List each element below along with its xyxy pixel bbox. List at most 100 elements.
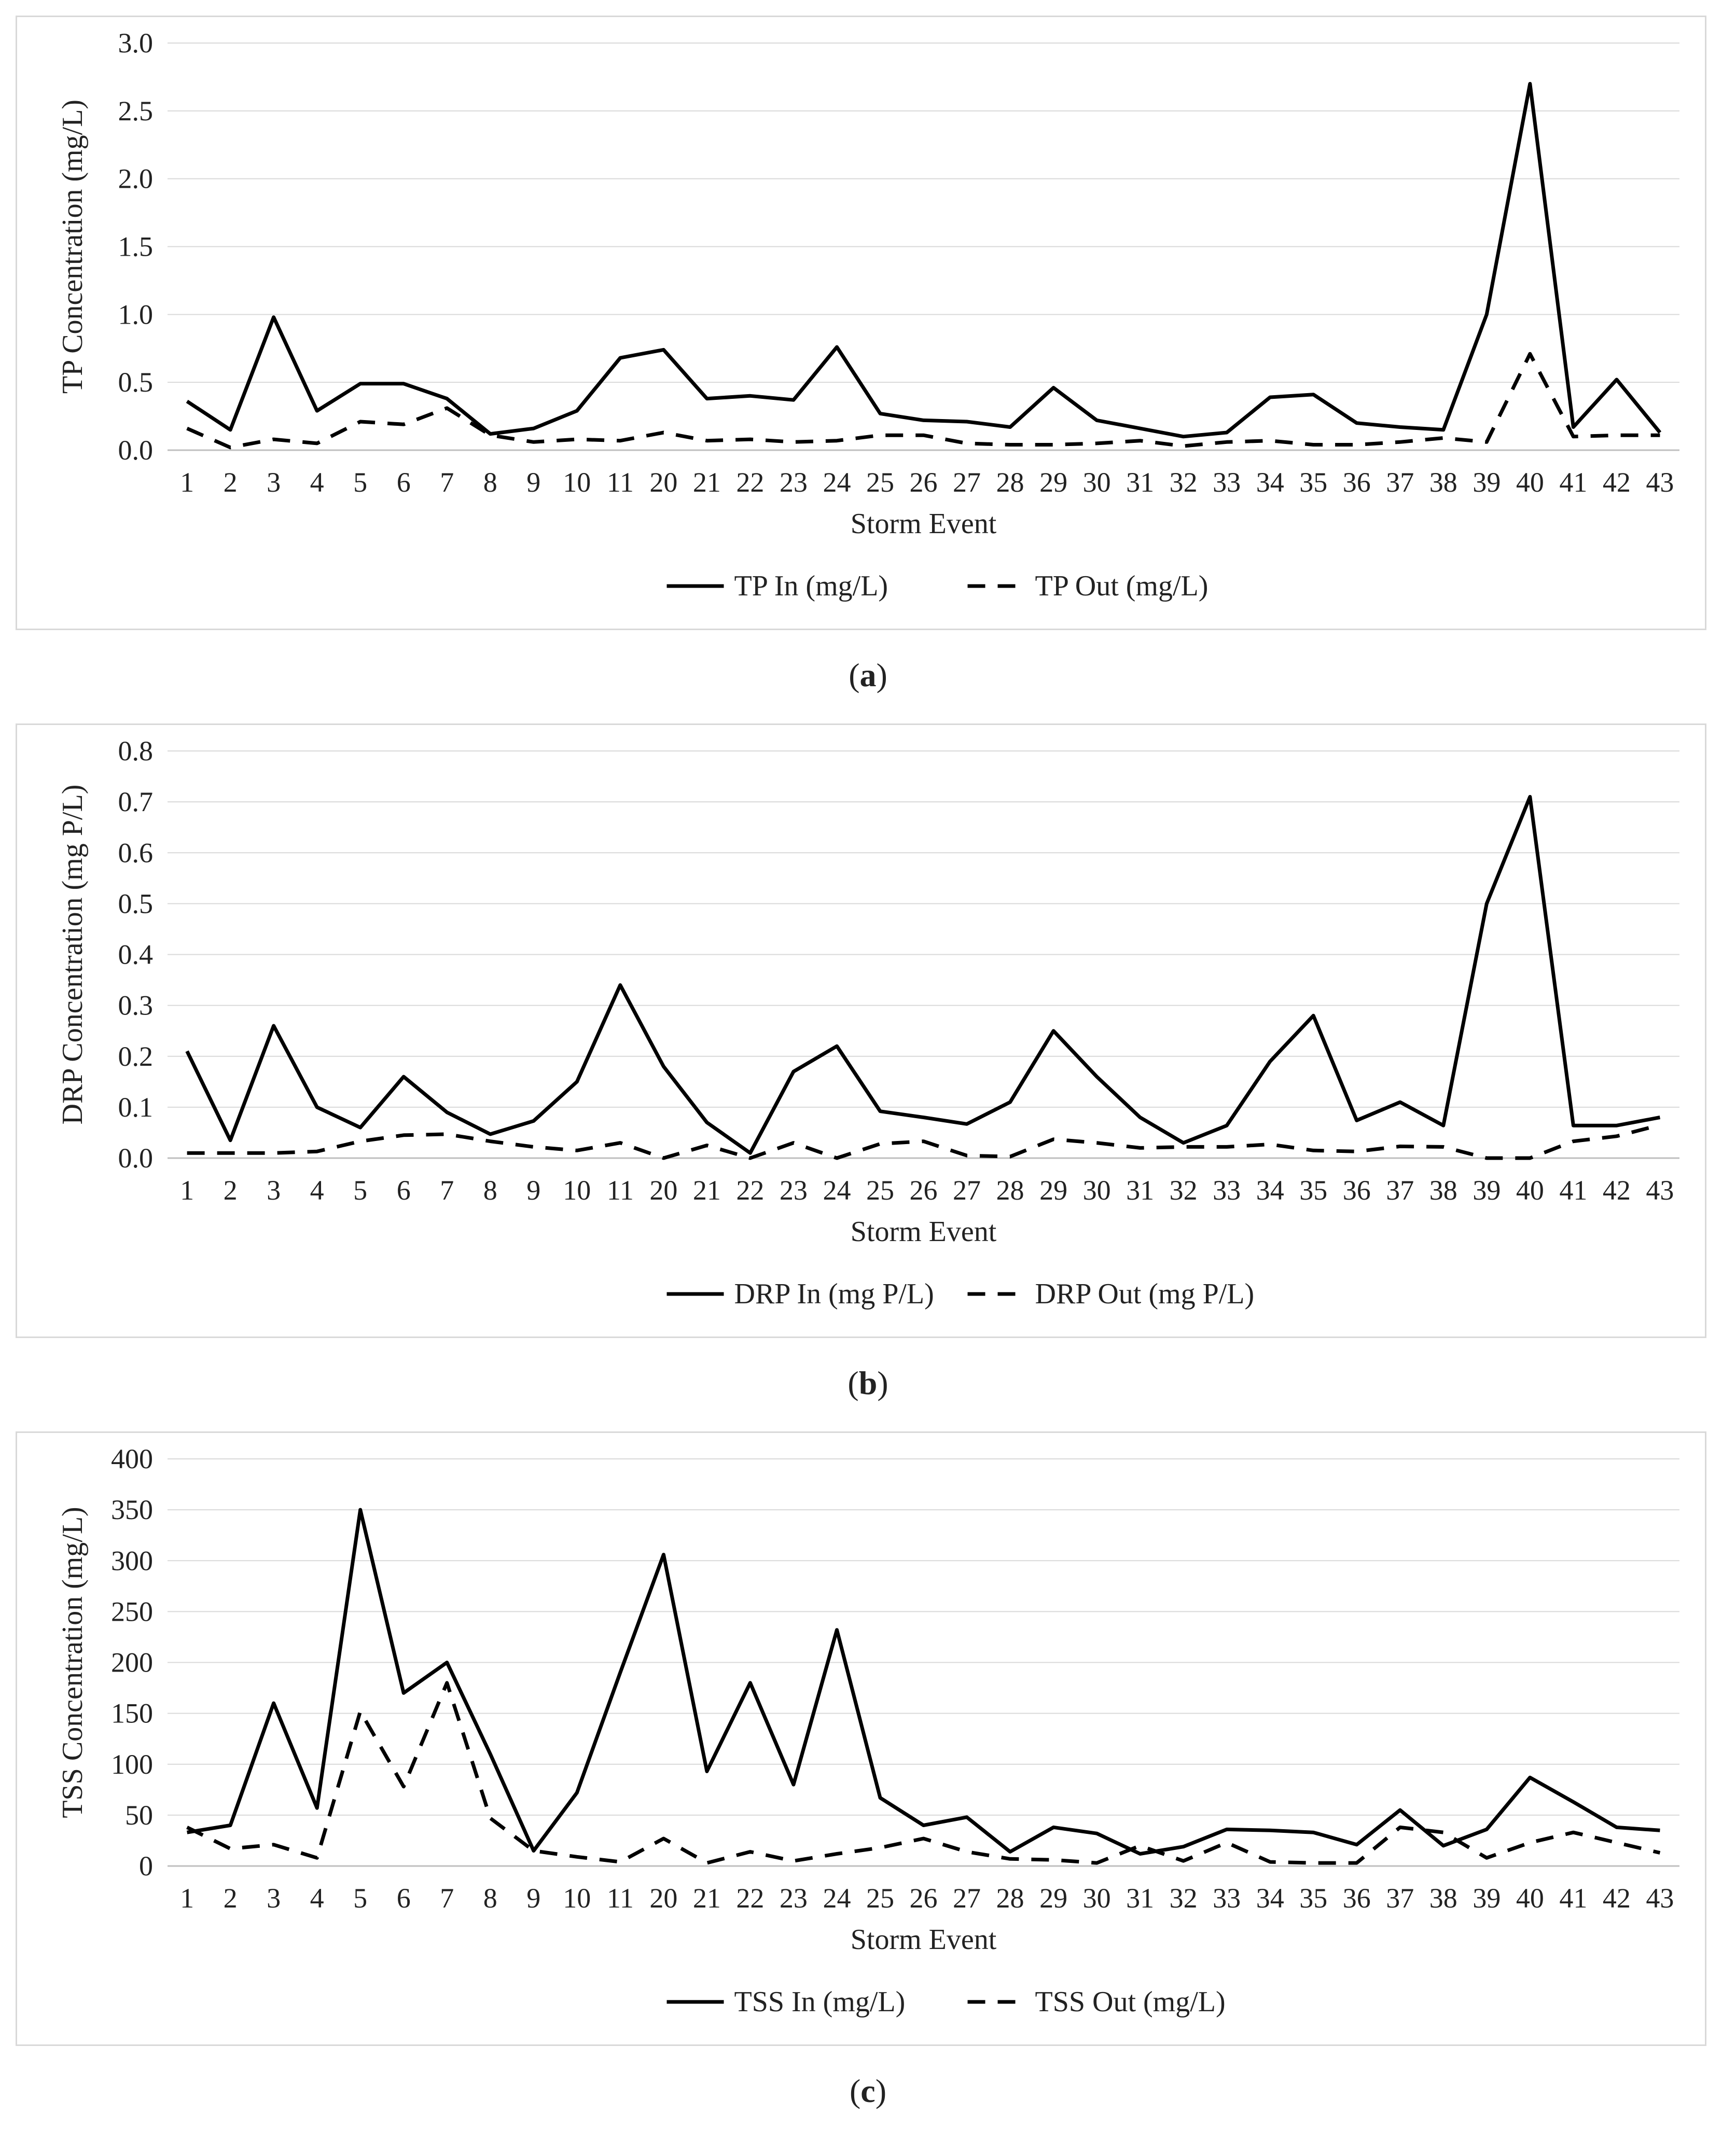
x-axis-title: Storm Event — [851, 1216, 997, 1248]
chart-a-svg: 0.00.51.01.52.02.53.01 2 3 4 5 6 7 8 9 10 11 20 21 22… — [57, 27, 1679, 602]
x-tick-label: 5 — [353, 467, 367, 498]
x-tick-label: 31 — [1126, 1175, 1154, 1206]
caption-c: (c) — [849, 2072, 887, 2109]
x-tick-label: 29 — [1039, 1883, 1067, 1914]
y-tick-label: 0.3 — [118, 990, 154, 1021]
legend-label-out: TSS Out (mg/L) — [1035, 1986, 1226, 2018]
x-tick-label: 36 — [1343, 467, 1371, 498]
x-tick-label: 30 — [1083, 1175, 1111, 1206]
x-tick-label: 27 — [953, 467, 981, 498]
y-tick-label: 0.5 — [118, 367, 154, 398]
x-tick-label: 36 — [1343, 1883, 1371, 1914]
x-tick-label: 28 — [996, 1175, 1024, 1206]
x-tick-label: 8 — [483, 1883, 497, 1914]
x-tick-label: 1 — [180, 467, 194, 498]
x-tick-label: 11 — [607, 1883, 634, 1914]
x-tick-label: 6 — [397, 1175, 411, 1206]
x-tick-label: 31 — [1126, 467, 1154, 498]
legend-label-in: TP In (mg/L) — [734, 570, 888, 602]
x-tick-label: 33 — [1213, 1883, 1241, 1914]
x-tick-label: 23 — [780, 467, 808, 498]
x-tick-label: 4 — [310, 1175, 324, 1206]
x-tick-label: 39 — [1473, 1175, 1501, 1206]
x-tick-label: 42 — [1603, 1175, 1631, 1206]
y-tick-label: 0.7 — [118, 786, 154, 817]
x-tick-label: 34 — [1256, 1175, 1284, 1206]
x-tick-label: 2 — [224, 467, 238, 498]
x-tick-label: 26 — [910, 1175, 938, 1206]
y-tick-label: 150 — [111, 1698, 153, 1729]
x-tick-label: 33 — [1213, 467, 1241, 498]
series-line-out — [186, 352, 1660, 450]
x-tick-label: 37 — [1386, 1883, 1414, 1914]
x-tick-label: 1 — [180, 1883, 194, 1914]
x-tick-label: 42 — [1603, 1883, 1631, 1914]
x-tick-label: 3 — [267, 1883, 281, 1914]
x-tick-label: 4 — [310, 467, 324, 498]
x-tick-label: 35 — [1299, 1175, 1327, 1206]
y-tick-label: 0.4 — [118, 939, 154, 970]
x-tick-label: 4 — [310, 1883, 324, 1914]
series-line-out — [187, 1123, 1661, 1160]
x-tick-label: 9 — [526, 1883, 540, 1914]
y-tick-label: 2.0 — [118, 163, 154, 194]
y-tick-label: 2.5 — [118, 95, 154, 127]
legend-label-in: TSS In (mg/L) — [734, 1986, 906, 2018]
x-tick-label: 5 — [353, 1883, 367, 1914]
x-tick-label: 43 — [1646, 1883, 1674, 1914]
y-tick-label: 0.5 — [118, 888, 154, 919]
x-tick-label: 25 — [866, 1883, 894, 1914]
x-tick-label: 39 — [1473, 1883, 1501, 1914]
x-tick-label: 39 — [1473, 467, 1501, 498]
y-tick-label: 200 — [111, 1647, 153, 1678]
x-tick-label: 2 — [224, 1883, 238, 1914]
x-tick-label: 21 — [693, 1175, 721, 1206]
caption-a: (a) — [849, 657, 887, 693]
x-axis-title: Storm Event — [851, 1924, 997, 1956]
x-tick-label: 31 — [1126, 1883, 1154, 1914]
x-tick-label: 35 — [1299, 467, 1327, 498]
x-tick-label: 41 — [1559, 1883, 1587, 1914]
x-tick-label: 30 — [1083, 1883, 1111, 1914]
x-tick-label: 24 — [823, 1175, 851, 1206]
x-tick-label: 21 — [693, 467, 721, 498]
x-tick-label: 38 — [1429, 1175, 1457, 1206]
x-tick-label: 42 — [1603, 467, 1631, 498]
series-line-in — [187, 1508, 1660, 1856]
x-tick-label: 25 — [866, 467, 894, 498]
x-tick-label: 11 — [607, 467, 634, 498]
x-tick-label: 22 — [736, 1175, 764, 1206]
x-tick-label: 7 — [440, 1175, 454, 1206]
x-tick-label: 20 — [649, 467, 677, 498]
chart-b-svg: 0.00.10.20.30.40.50.60.70.81 2 3 4 5 6 7 8 9 10 11… — [57, 735, 1679, 1310]
y-tick-label: 3.0 — [118, 27, 154, 59]
y-tick-label: 100 — [111, 1749, 153, 1780]
x-tick-label: 8 — [483, 467, 497, 498]
y-tick-label: 300 — [111, 1545, 153, 1576]
y-tick-label: 0 — [139, 1850, 153, 1882]
x-tick-label: 26 — [910, 467, 938, 498]
x-tick-label: 9 — [526, 467, 540, 498]
x-tick-label: 40 — [1516, 467, 1544, 498]
x-tick-label: 32 — [1170, 467, 1198, 498]
x-tick-label: 23 — [780, 1883, 808, 1914]
x-tick-label: 1 — [180, 1175, 194, 1206]
x-tick-label: 25 — [866, 1175, 894, 1206]
x-tick-label: 43 — [1646, 1175, 1674, 1206]
y-tick-label: 250 — [111, 1596, 153, 1627]
x-tick-label: 8 — [483, 1175, 497, 1206]
x-tick-label: 20 — [649, 1175, 677, 1206]
legend-label-in: DRP In (mg P/L) — [734, 1278, 934, 1310]
chart-panel-a: 0.0 0.5 1.0 1.5 2.0 2.5 3.0 1 2 3 4 5 6 7 8 9 10 11 20 21 22… — [16, 16, 1706, 630]
x-tick-label: 10 — [563, 467, 591, 498]
series-line-out — [186, 1681, 1661, 1865]
y-tick-label: 1.0 — [118, 299, 154, 330]
x-tick-label: 29 — [1039, 467, 1067, 498]
y-tick-label: 0.0 — [118, 1143, 154, 1174]
x-tick-label: 7 — [440, 467, 454, 498]
x-tick-label: 24 — [823, 1883, 851, 1914]
x-tick-label: 29 — [1039, 1175, 1067, 1206]
x-tick-label: 22 — [736, 1883, 764, 1914]
x-tick-label: 10 — [563, 1175, 591, 1206]
